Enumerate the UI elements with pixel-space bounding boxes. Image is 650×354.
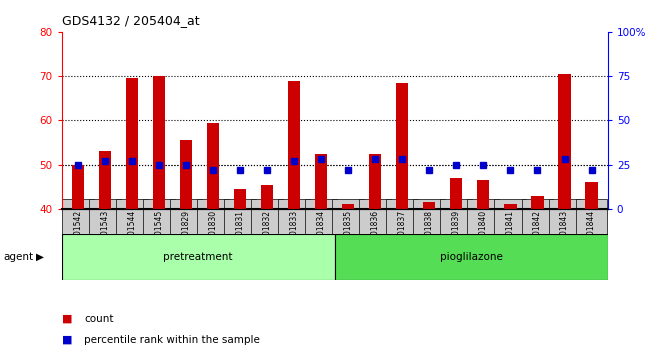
Text: GDS4132 / 205404_at: GDS4132 / 205404_at <box>62 14 200 27</box>
Text: ■: ■ <box>62 314 72 324</box>
Bar <box>335 234 608 280</box>
Bar <box>207 122 219 209</box>
Text: ■: ■ <box>62 335 72 345</box>
Bar <box>315 154 328 209</box>
Text: pioglilazone: pioglilazone <box>440 252 502 262</box>
Text: ▶: ▶ <box>36 252 44 262</box>
Text: percentile rank within the sample: percentile rank within the sample <box>84 335 261 345</box>
Text: agent: agent <box>3 252 33 262</box>
Bar <box>261 184 273 209</box>
Bar <box>180 140 192 209</box>
Text: count: count <box>84 314 114 324</box>
Bar <box>99 152 111 209</box>
Bar <box>288 81 300 209</box>
Bar <box>396 83 408 209</box>
Bar <box>369 154 382 209</box>
Bar <box>234 189 246 209</box>
Bar <box>477 180 489 209</box>
Bar <box>504 205 517 209</box>
Bar <box>423 202 436 209</box>
Bar <box>72 165 84 209</box>
Text: pretreatment: pretreatment <box>164 252 233 262</box>
Bar <box>342 205 354 209</box>
Bar <box>586 182 597 209</box>
Bar <box>450 178 462 209</box>
Bar <box>153 76 165 209</box>
Bar <box>126 78 138 209</box>
Bar <box>532 195 543 209</box>
Bar <box>558 74 571 209</box>
Bar <box>62 234 335 280</box>
